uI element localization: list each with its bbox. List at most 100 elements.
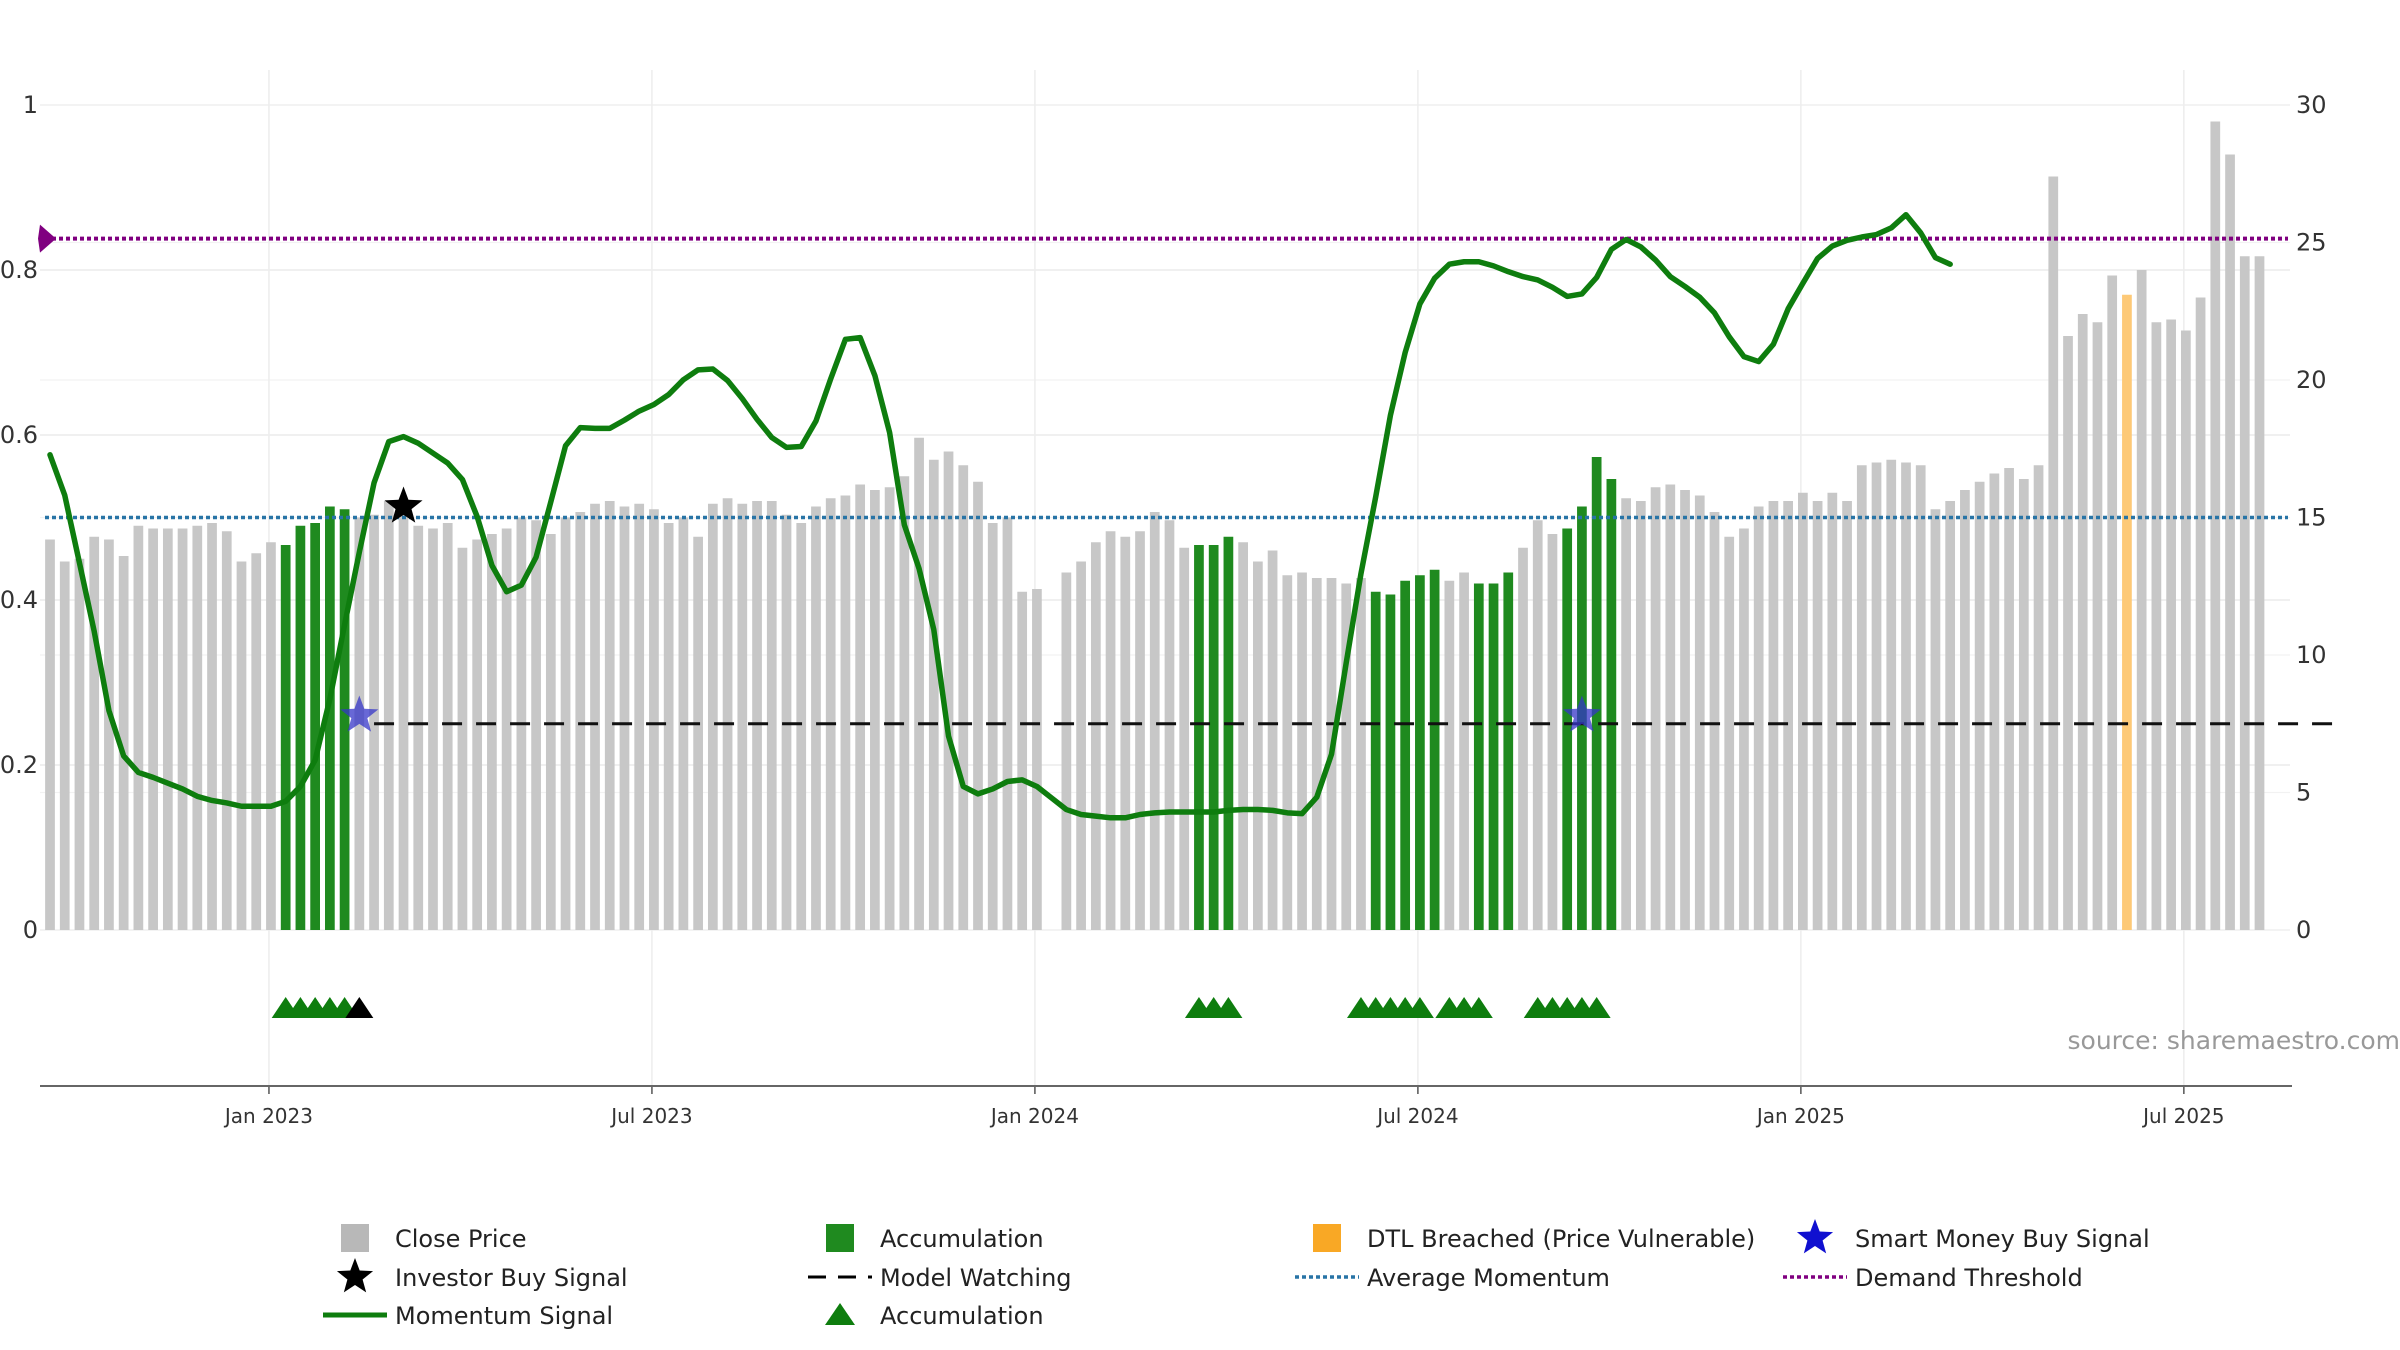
source-label: source: sharemaestro.com [2068, 1026, 2400, 1055]
close-price-bar [1547, 534, 1558, 930]
close-price-bar [236, 561, 247, 930]
accumulation-triangle-black [345, 997, 374, 1018]
close-price-bar [442, 523, 453, 930]
close-price-bar [1017, 591, 1028, 930]
accumulation-bar [1385, 594, 1396, 930]
close-price-bar [1252, 561, 1263, 930]
close-price-bar [2107, 275, 2118, 930]
close-price-bar [1842, 501, 1852, 930]
close-price-bar [1768, 501, 1779, 930]
left-tick-label: 0.6 [0, 421, 38, 449]
close-price-bar [162, 528, 173, 930]
legend-label: Average Momentum [1367, 1264, 1610, 1292]
close-price-bar [2063, 336, 2073, 930]
right-tick-label: 20 [2296, 366, 2327, 394]
close-price-bar [1341, 583, 1352, 930]
left-tick-label: 0.2 [0, 751, 38, 779]
close-price-bar [1120, 536, 1131, 930]
close-price-bar [663, 523, 674, 930]
accumulation-bar [1488, 583, 1499, 930]
close-price-bar [2210, 121, 2221, 930]
accumulation-bar [1208, 545, 1219, 930]
close-price-bar [545, 534, 556, 930]
momentum-signal [47, 211, 1953, 821]
accumulation-triangles [271, 997, 1611, 1018]
close-price-bar [1311, 578, 1322, 930]
close-price-bar [870, 490, 880, 930]
close-price-bar [1960, 490, 1970, 930]
close-price-bar [1753, 506, 1764, 930]
close-price-bar [1901, 462, 1911, 930]
close-price-bar [89, 536, 100, 930]
accumulation-triangle [1214, 997, 1243, 1018]
close-price-bar [1621, 498, 1631, 930]
close-price-bar [1002, 517, 1013, 930]
close-price-bar [413, 525, 424, 930]
close-price-bar [1282, 575, 1293, 930]
close-price-bar [987, 523, 998, 930]
close-price-bar [1076, 561, 1086, 930]
smart-money-buy-signal-star [1562, 695, 1601, 732]
close-price-bar [428, 528, 438, 930]
close-price-bar [1709, 512, 1720, 930]
legend-triangle [825, 1303, 855, 1325]
accumulation-bar [1400, 580, 1411, 930]
close-price-bar [634, 503, 645, 930]
close-price-bar [958, 465, 969, 930]
smart-money-buy-signal-star [340, 695, 379, 732]
close-price-bar [118, 556, 129, 930]
accumulation-bar [295, 525, 306, 930]
close-price-bar [2048, 176, 2059, 930]
close-price-bar [1739, 528, 1749, 930]
close-price-bar [914, 437, 924, 930]
accumulation-triangle [1464, 997, 1493, 1018]
close-price-bar [649, 509, 659, 930]
close-price-bar [899, 476, 910, 930]
close-price-bar [1680, 490, 1690, 930]
close-price-bar [2239, 256, 2250, 930]
investor-buy-signal-star [384, 486, 423, 523]
close-price-bar [1856, 465, 1867, 930]
close-price-bar [943, 451, 954, 930]
close-price-bar [104, 539, 114, 930]
x-tick-label: Jul 2023 [609, 1104, 692, 1128]
legend-swatch [826, 1224, 854, 1252]
accumulation-bar [325, 506, 335, 930]
legend-label: Demand Threshold [1855, 1264, 2083, 1292]
close-price-bar [1930, 509, 1941, 930]
close-price-bar [531, 520, 541, 930]
close-price-bar [1694, 495, 1705, 930]
accumulation-bar [1370, 591, 1381, 930]
accumulation-bar [1503, 572, 1514, 930]
accumulation-bar [1415, 575, 1425, 930]
close-price-bar [1297, 572, 1307, 930]
close-price-bar [1945, 501, 1956, 930]
close-price-bar [1149, 512, 1160, 930]
legend-label: Model Watching [880, 1264, 1072, 1292]
right-tick-label: 25 [2296, 229, 2327, 257]
close-price-bar [1090, 542, 1101, 930]
close-price-bar [2254, 256, 2265, 930]
close-price-bar [796, 523, 807, 930]
x-tick-label: Jan 2023 [223, 1104, 313, 1128]
left-tick-label: 0.8 [0, 256, 38, 284]
close-price-bar [501, 528, 512, 930]
close-price-bar [1798, 492, 1808, 930]
accumulation-bar [280, 545, 291, 930]
close-price-bar [1665, 484, 1676, 930]
close-price-bar [1650, 487, 1661, 930]
close-price-bar [1061, 572, 1072, 930]
close-price-bar [59, 561, 70, 930]
accumulation-bar [310, 523, 321, 930]
close-price-bar [604, 501, 615, 930]
close-price-bar [855, 484, 866, 930]
close-price-bar [457, 547, 468, 930]
right-tick-label: 10 [2296, 641, 2327, 669]
dtl-breached-bar [2122, 294, 2132, 930]
close-price-bar [266, 542, 276, 930]
accumulation-bar [1223, 536, 1234, 930]
close-price-bars [45, 121, 2265, 930]
close-price-bar [1267, 550, 1278, 930]
